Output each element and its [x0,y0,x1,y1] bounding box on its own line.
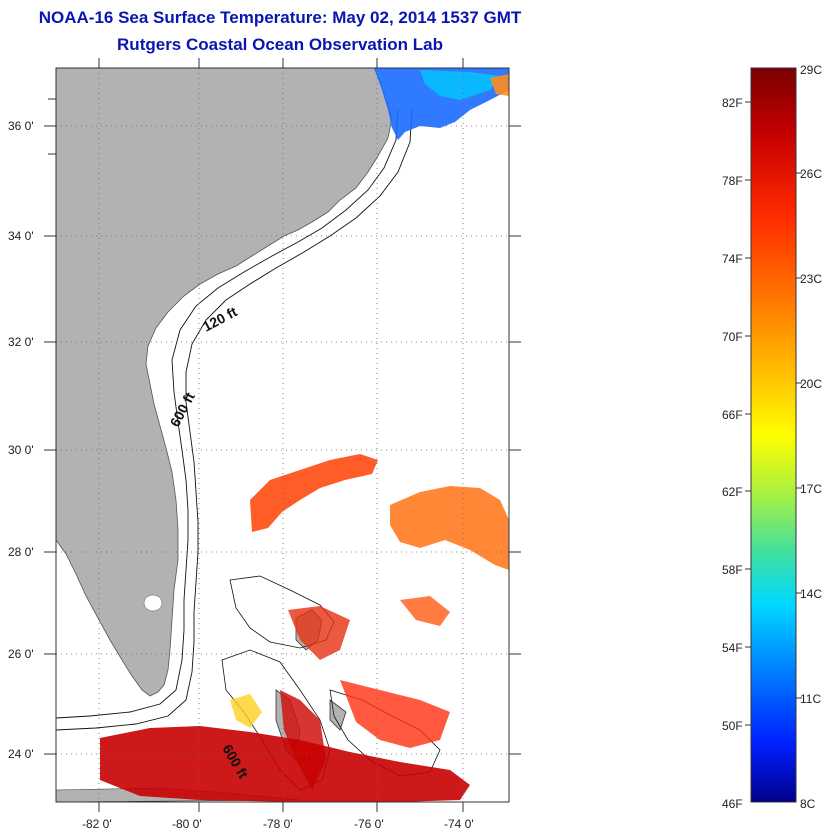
colorbar-f-label: 70F [722,330,743,344]
x-tick-label: -80 0' [172,817,202,831]
colorbar-f-label: 78F [722,174,743,188]
colorbar-f-label: 50F [722,719,743,733]
colorbar-c-label: 11C [800,692,822,706]
colorbar-c-label: 17C [800,482,823,496]
sst-patch-south [100,726,470,802]
y-tick-label: 26 0' [8,647,34,661]
colorbar-f-label: 82F [722,96,743,110]
colorbar-f-label: 54F [722,641,743,655]
colorbar [750,67,797,803]
y-tick-label: 28 0' [8,545,34,559]
contour-120ft [56,109,399,719]
x-tick-label: -76 0' [354,817,384,831]
colorbar-f-label: 74F [722,252,743,266]
map-subtitle: Rutgers Coastal Ocean Observation Lab [117,35,443,54]
colorbar-c-label: 8C [800,797,816,811]
grid [56,68,509,802]
y-tick-label: 32 0' [8,335,34,349]
x-tick-label: -82 0' [82,817,112,831]
y-tick-label: 36 0' [8,119,34,133]
y-tick-label: 24 0' [8,747,34,761]
colorbar-c-label: 26C [800,167,823,181]
colorbar-c-label: 14C [800,587,823,601]
land-mass [56,68,393,697]
colorbar-c-label: 20C [800,377,823,391]
contour-600ft [56,109,413,731]
colorbar-f-label: 46F [722,797,743,811]
colorbar-f-label: 66F [722,408,743,422]
colorbar-f-label: 62F [722,485,743,499]
sst-patch-central [250,454,378,532]
colorbar-c-label: 23C [800,272,823,286]
x-tick-label: -74 0' [444,817,474,831]
x-tick-label: -78 0' [263,817,293,831]
map-title: NOAA-16 Sea Surface Temperature: May 02,… [38,8,522,27]
y-tick-label: 30 0' [8,443,34,457]
colorbar-c-label: 29C [800,63,823,77]
y-tick-label: 34 0' [8,229,34,243]
colorbar-f-label: 58F [722,563,743,577]
